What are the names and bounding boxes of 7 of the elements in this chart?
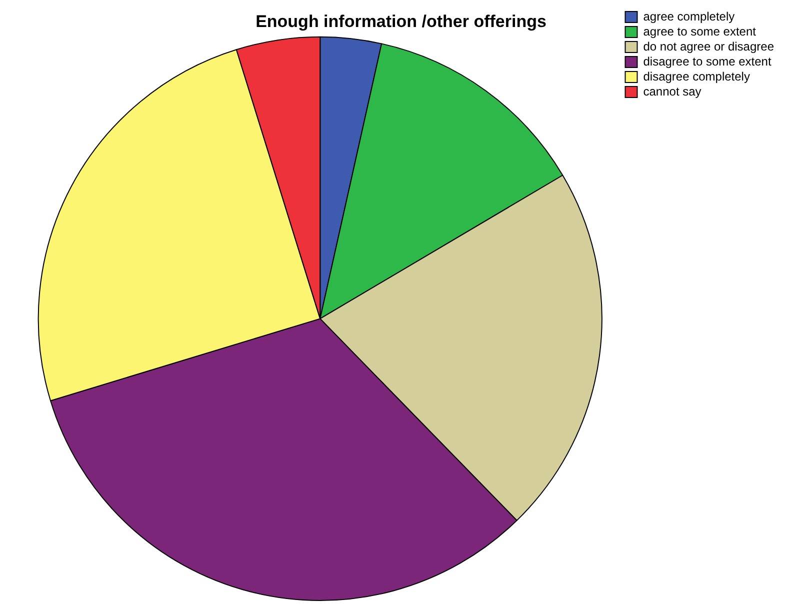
legend-label: agree to some extent (643, 24, 757, 38)
legend-label: do not agree or disagree (643, 39, 774, 54)
legend-label: disagree to some extent (643, 54, 772, 68)
legend-label: agree completely (643, 9, 735, 24)
legend-label: disagree completely (643, 69, 750, 84)
legend-label: cannot say (643, 84, 702, 98)
chart-title: Enough information /other offerings (256, 12, 546, 31)
